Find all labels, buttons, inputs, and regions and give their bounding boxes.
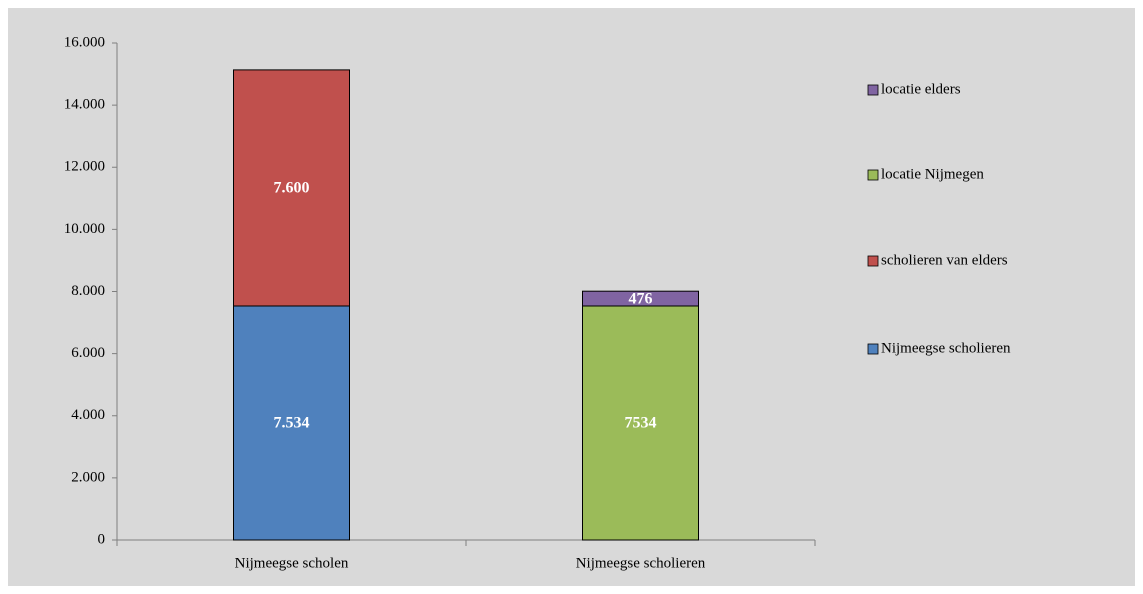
y-tick-label: 16.000	[64, 34, 105, 50]
y-tick-label: 10.000	[64, 221, 105, 237]
chart-background	[8, 8, 1135, 586]
y-tick-label: 14.000	[64, 97, 105, 113]
legend-label: locatie elders	[881, 81, 961, 97]
x-tick-label: Nijmeegse scholieren	[576, 555, 706, 571]
legend-swatch	[867, 169, 879, 181]
y-tick-label: 8.000	[71, 283, 105, 299]
y-tick-label: 6.000	[71, 345, 105, 361]
legend-label: scholieren van elders	[881, 252, 1008, 268]
y-tick-label: 2.000	[71, 469, 105, 485]
legend-label: locatie Nijmegen	[881, 166, 984, 182]
bar-segment	[233, 69, 350, 307]
y-tick-label: 12.000	[64, 159, 105, 175]
y-tick-label: 0	[98, 531, 106, 547]
data-label: 476	[629, 290, 653, 307]
legend-swatch	[867, 255, 879, 267]
x-tick-label: Nijmeegse scholen	[235, 555, 349, 571]
data-label: 7534	[625, 415, 657, 432]
legend-swatch	[867, 84, 879, 96]
legend-label: Nijmeegse scholieren	[881, 340, 1011, 356]
bar-segment	[582, 290, 699, 307]
data-label: 7.600	[274, 180, 310, 197]
bar-segment	[582, 305, 699, 541]
legend-swatch	[867, 343, 879, 355]
data-label: 7.534	[274, 415, 310, 432]
y-tick-label: 4.000	[71, 407, 105, 423]
bar-segment	[233, 305, 350, 541]
